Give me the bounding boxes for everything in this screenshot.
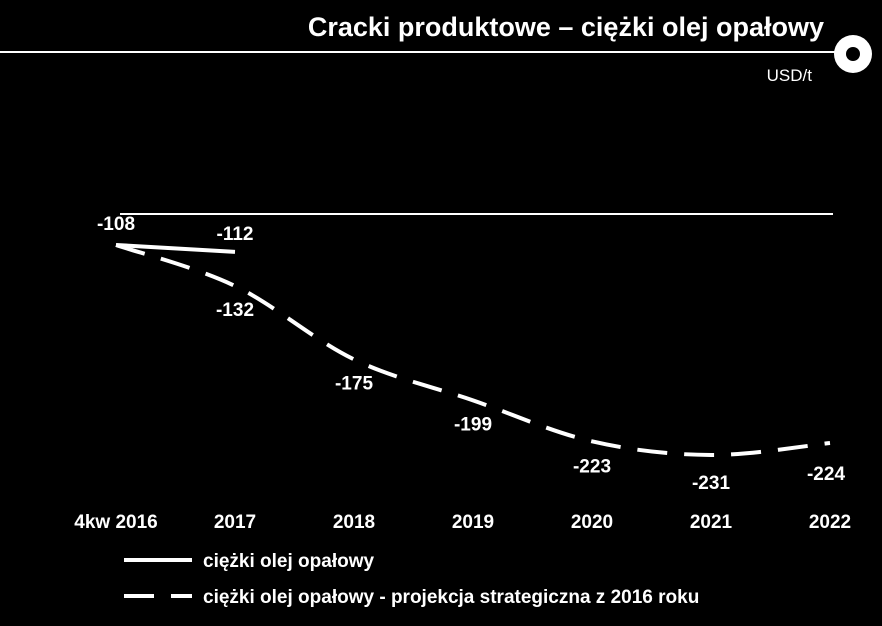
data-label: -108 — [97, 214, 135, 235]
data-label: -112 — [217, 224, 254, 245]
x-tick-label: 2020 — [571, 512, 613, 533]
x-axis-ticks: 4kw 2016 2017 2018 2019 2020 2021 2022 — [74, 512, 851, 533]
x-tick-label: 4kw 2016 — [74, 512, 157, 533]
unit-label: USD/t — [766, 66, 812, 85]
x-tick-label: 2018 — [333, 512, 375, 533]
x-tick-label: 2021 — [690, 512, 733, 533]
x-tick-label: 2019 — [452, 512, 494, 533]
series-line-projection — [115, 243, 831, 458]
data-label: -199 — [454, 414, 492, 435]
data-label: -231 — [692, 473, 730, 494]
chart-title: Cracki produktowe – ciężki olej opałowy — [307, 12, 824, 42]
legend: ciężki olej opałowy ciężki olej opałowy -… — [124, 551, 699, 608]
data-label: -224 — [807, 464, 845, 485]
data-label: -223 — [573, 456, 611, 477]
series-layer — [115, 243, 831, 458]
data-labels: -108 -112 -132 -175 -199 -223 -231 -224 — [97, 214, 845, 494]
data-label: -175 — [335, 373, 373, 394]
legend-label: ciężki olej opałowy — [203, 551, 374, 572]
x-tick-label: 2022 — [809, 512, 851, 533]
legend-label: ciężki olej opałowy - projekcja strategi… — [203, 587, 699, 608]
series-line-actual — [115, 243, 236, 254]
ring-icon — [834, 35, 872, 73]
x-tick-label: 2017 — [214, 512, 256, 533]
data-label: -132 — [216, 300, 254, 321]
title-underline — [0, 51, 835, 53]
